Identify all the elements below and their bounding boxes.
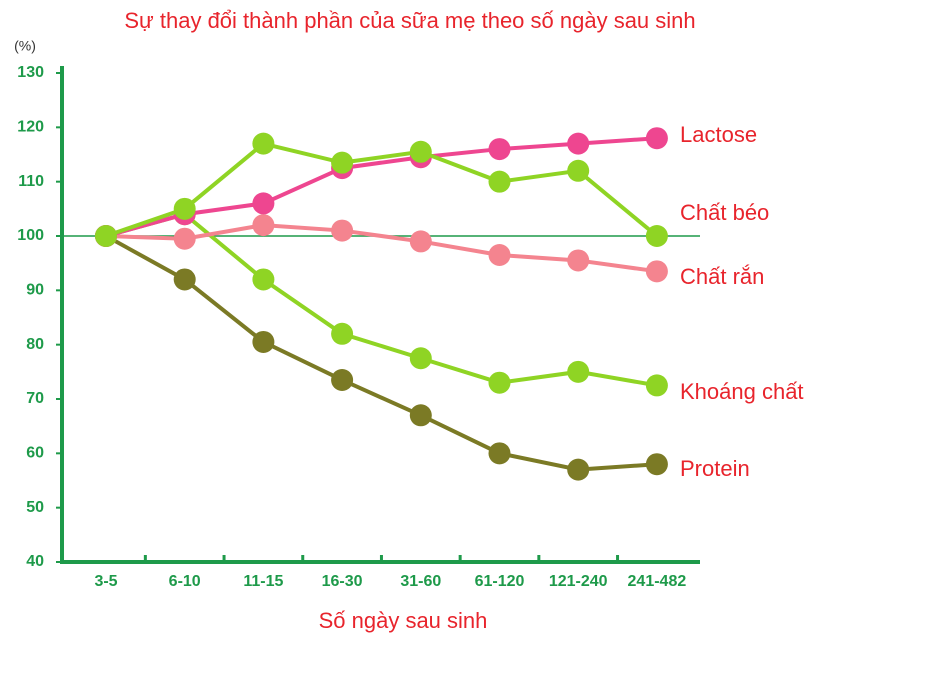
data-point <box>488 371 511 394</box>
data-point <box>488 442 511 465</box>
data-point <box>488 170 511 193</box>
data-point <box>252 214 275 237</box>
series-line <box>105 141 659 238</box>
data-point <box>252 268 275 291</box>
data-point <box>567 159 590 182</box>
data-point <box>567 360 590 383</box>
x-tick-label: 121-240 <box>549 573 608 590</box>
data-point <box>331 322 354 345</box>
data-point <box>645 374 668 397</box>
data-point <box>409 140 432 163</box>
data-point <box>645 127 668 150</box>
data-point <box>173 197 196 220</box>
data-point <box>409 347 432 370</box>
x-tick-label: 16-30 <box>322 573 363 590</box>
x-tick-label: 31-60 <box>400 573 441 590</box>
series-line <box>105 212 658 388</box>
data-point <box>252 330 275 353</box>
x-tick-label: 241-482 <box>628 573 687 590</box>
y-tick-label: 100 <box>17 227 44 244</box>
data-point <box>645 453 668 476</box>
series-label: Khoáng chất <box>680 379 804 404</box>
series-label: Chất rắn <box>680 264 764 289</box>
data-point <box>409 404 432 427</box>
y-tick-label: 110 <box>18 173 44 190</box>
y-tick-label: 130 <box>17 64 44 81</box>
data-point <box>409 230 432 253</box>
data-point <box>173 227 196 250</box>
data-point <box>173 268 196 291</box>
data-point <box>567 249 590 272</box>
y-tick-label: 80 <box>26 336 44 353</box>
y-tick-label: 50 <box>26 499 44 516</box>
x-tick-label: 6-10 <box>169 573 201 590</box>
chart-title: Sự thay đổi thành phần của sữa mẹ theo s… <box>124 8 695 33</box>
series-line <box>105 234 658 472</box>
series-label: Chất béo <box>680 200 769 225</box>
series-line <box>105 136 658 238</box>
data-point <box>567 132 590 155</box>
y-tick-label: 120 <box>17 119 44 136</box>
data-point <box>567 458 590 481</box>
data-point <box>331 368 354 391</box>
data-point <box>645 260 668 283</box>
y-axis-label: (%) <box>14 38 36 54</box>
x-tick-label: 61-120 <box>475 573 525 590</box>
data-point <box>488 138 511 161</box>
data-point <box>488 244 511 267</box>
y-tick-label: 70 <box>26 390 44 407</box>
data-point <box>331 151 354 174</box>
series-label: Protein <box>680 456 750 481</box>
x-tick-label: 3-5 <box>94 573 117 590</box>
x-axis-label: Số ngày sau sinh <box>319 608 488 633</box>
y-tick-label: 90 <box>26 282 44 299</box>
series-label: Lactose <box>680 122 757 147</box>
y-tick-label: 60 <box>26 445 44 462</box>
data-point <box>252 192 275 215</box>
data-point <box>645 225 668 247</box>
data-point <box>331 219 354 242</box>
series-line <box>105 223 658 274</box>
data-point <box>252 132 275 155</box>
data-point <box>95 225 117 247</box>
y-tick-label: 40 <box>26 553 44 570</box>
x-tick-label: 11-15 <box>243 573 283 590</box>
